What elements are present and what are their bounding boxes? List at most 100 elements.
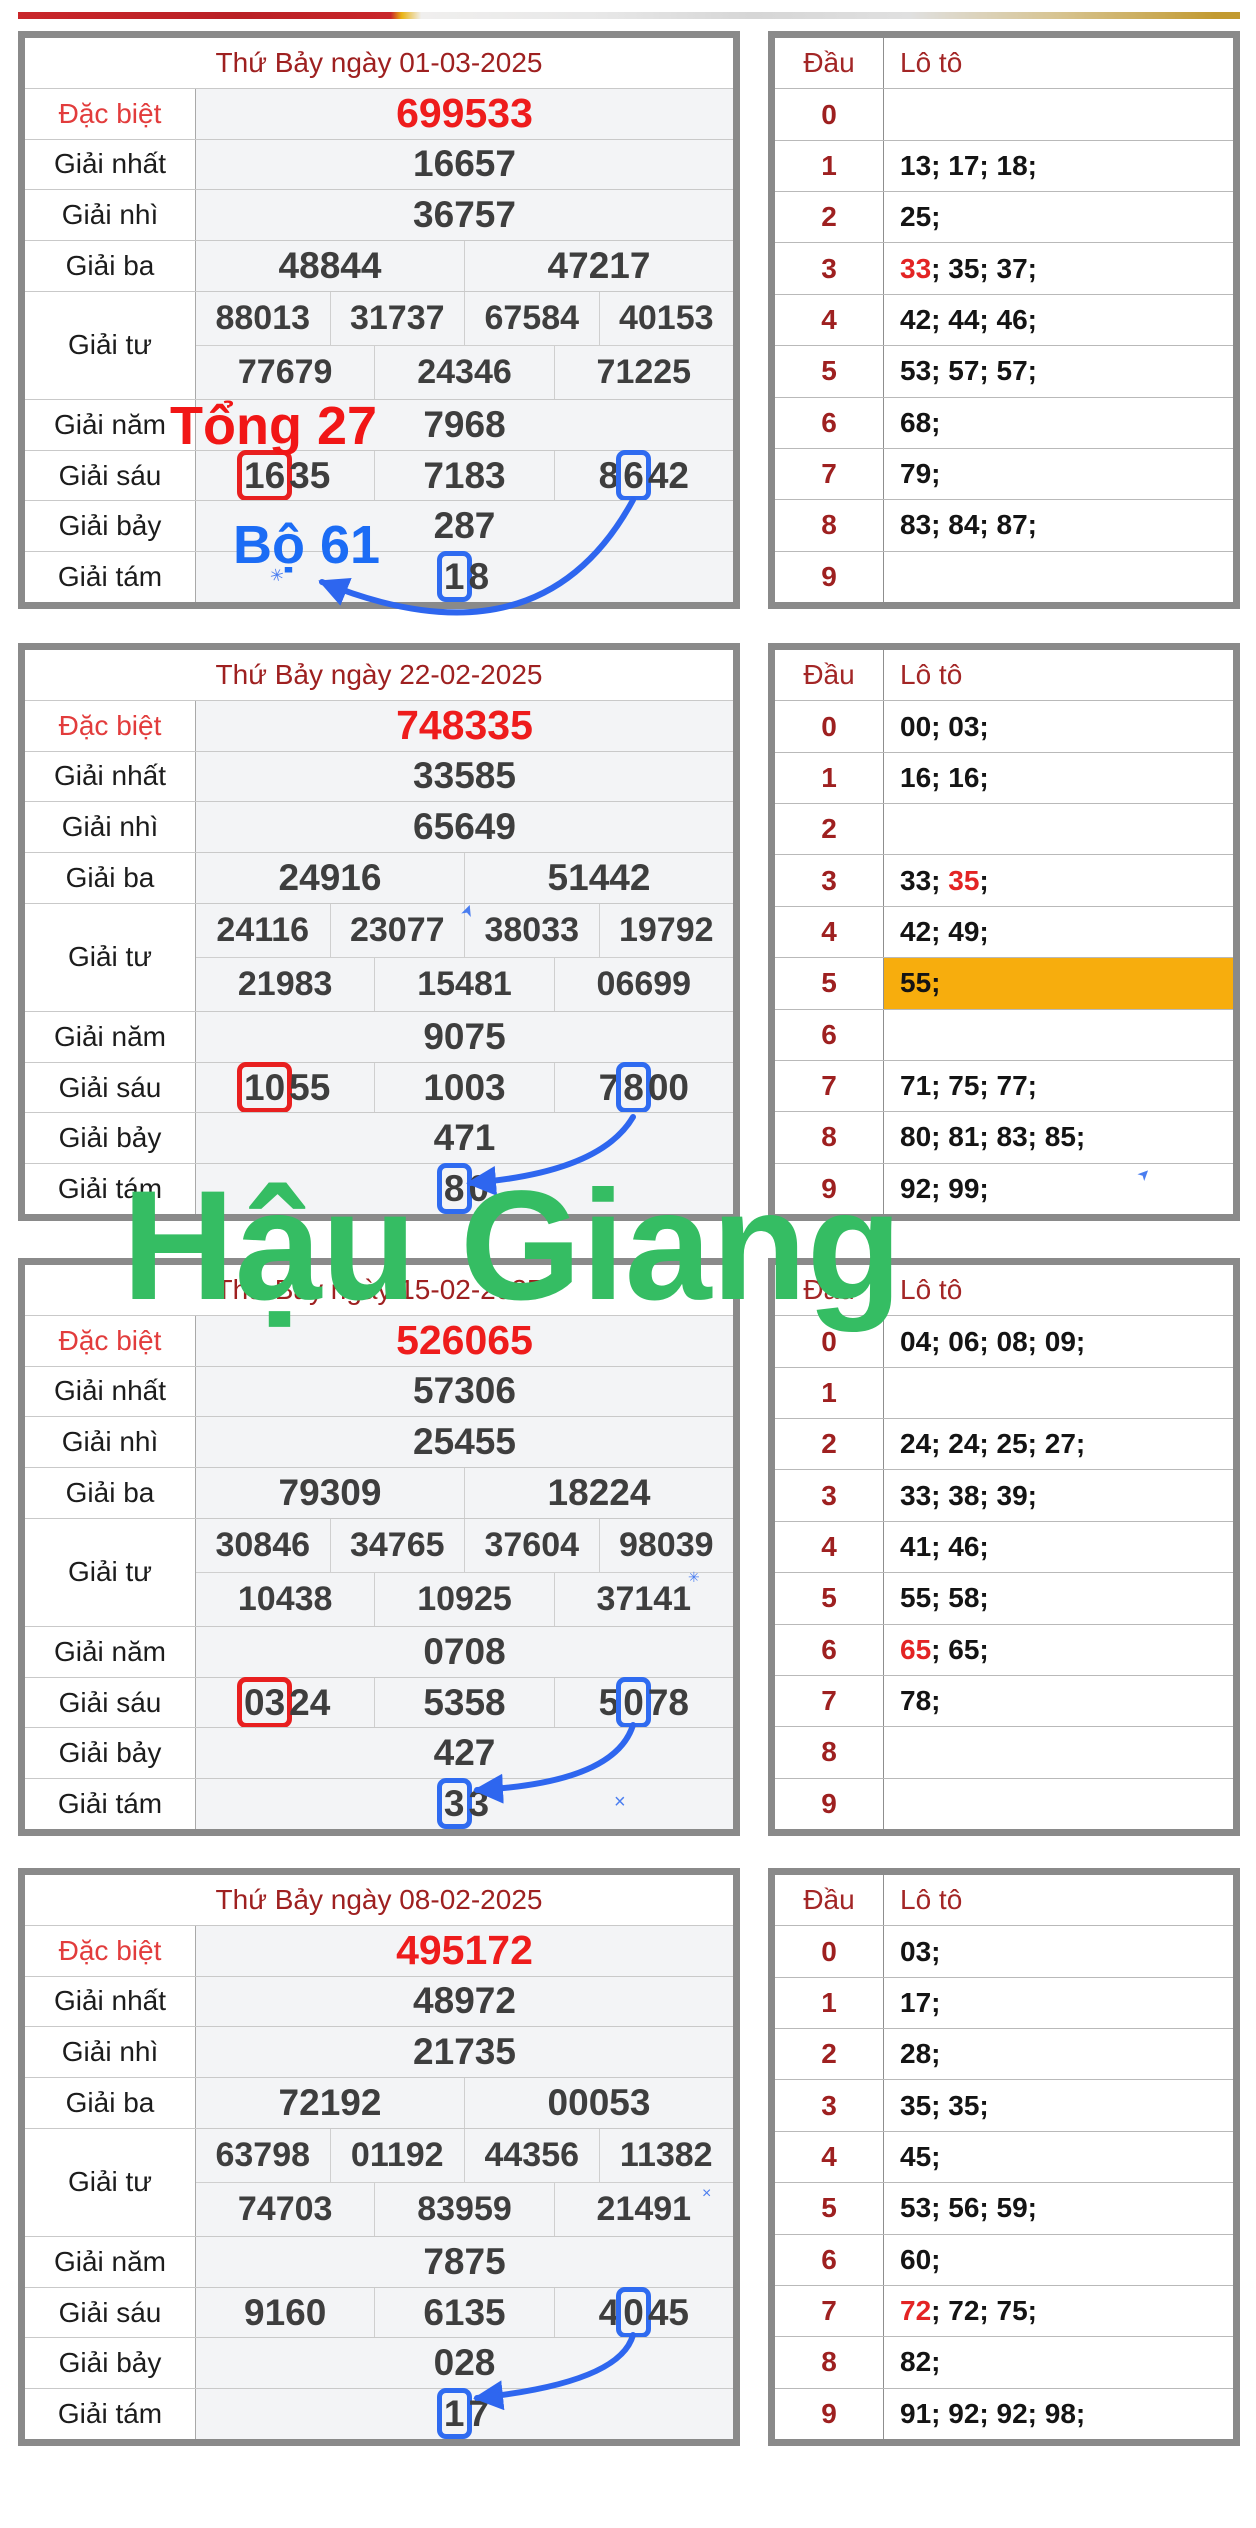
dau-digit: 1	[775, 1977, 884, 2029]
loto-header-loto: Lô tô	[900, 659, 963, 691]
digit-text: 00	[647, 1066, 689, 1108]
dau-digit: 1	[775, 752, 884, 804]
dau-digit: 4	[775, 2131, 884, 2183]
result-header-row: Thứ Bảy ngày 08-02-2025	[25, 1875, 733, 1925]
number-value: 00; 03;	[900, 711, 989, 743]
prize-label: Giải ba	[25, 241, 196, 291]
prize-row: Giải ba 48844 47217	[25, 240, 733, 291]
loto-table: Đầu Lô tô 0 1 13; 17; 18; 2 25; 3 33; 35; 37; 4 42…	[768, 31, 1240, 609]
prize-number-cell: 028	[196, 2338, 733, 2388]
number-value: 18224	[548, 1472, 651, 1514]
prize-values: 7875	[196, 2236, 733, 2287]
loto-values: 28;	[884, 2029, 1233, 2079]
number-value: 35; 35;	[900, 2090, 989, 2122]
number-value: 47217	[548, 245, 651, 287]
loto-row: 5 55; 58;	[775, 1572, 1233, 1624]
loto-values: 33; 35;	[884, 855, 1233, 905]
loto-row: 6 60;	[775, 2233, 1233, 2285]
prize-label: Giải nhất	[25, 139, 196, 190]
prize-row: Đặc biệt 699533	[25, 87, 733, 139]
prize-row: Giải nhất 57306	[25, 1365, 733, 1417]
prize-number-cell: 427	[196, 1728, 733, 1778]
number-value: 21983	[238, 965, 333, 1004]
loto-values	[884, 1010, 1233, 1060]
digit-text: 16; 16;	[900, 761, 989, 793]
digit-text: 19792	[618, 910, 714, 949]
loto-table: Đầu Lô tô 0 00; 03; 1 16; 16; 2 3 33; 35; 4 42; 49…	[768, 643, 1240, 1221]
loto-row: 5 53; 56; 59;	[775, 2182, 1233, 2234]
blue-highlight-box: 0	[616, 2286, 651, 2338]
prize-label: Giải ba	[25, 1468, 196, 1518]
prize-number-cell: 10925	[374, 1572, 553, 1626]
prize-subrow: 63798 01192 44356 11382	[196, 2128, 734, 2182]
prize-number-cell: 8 6 42	[553, 449, 733, 501]
dau-digit: 3	[775, 1470, 884, 1521]
number-value: 40153	[619, 299, 714, 338]
loto-row: 1 17;	[775, 1976, 1233, 2029]
digit-text: 68;	[900, 406, 941, 438]
loto-values: 03;	[884, 1926, 1233, 1976]
prize-number-cell: 74703	[196, 2183, 374, 2236]
digit-text: 8	[598, 454, 620, 496]
prize-number-cell: 5358	[374, 1677, 553, 1728]
number-value: 01192	[351, 2136, 444, 2175]
prize-row: Giải bảy 471	[25, 1112, 733, 1164]
prize-row: Giải ba 24916 51442	[25, 852, 733, 903]
digit-text: 79309	[278, 1472, 382, 1514]
prize-values: 57306	[196, 1366, 733, 1417]
number-value: 1003	[423, 1067, 505, 1109]
number-value: 55; 58;	[900, 1582, 989, 1614]
prize-number-cell: 11382	[598, 2128, 734, 2182]
prize-values: 88013 31737 67584 40153 77679 24346 71225	[196, 291, 733, 399]
prize-number-cell: 34765	[329, 1518, 465, 1572]
loto-values: 00; 03;	[884, 701, 1233, 751]
loto-values: 78;	[884, 1676, 1233, 1726]
loto-values: 16; 16;	[884, 753, 1233, 803]
digit-text: 65649	[413, 806, 516, 848]
watermark-hau-giang: Hậu Giang	[122, 1159, 903, 1333]
number-value: 91; 92; 92; 98;	[900, 2398, 1085, 2430]
digit-text: 79;	[900, 458, 941, 490]
loto-row: 5 53; 57; 57;	[775, 345, 1233, 397]
prize-label: Giải ba	[25, 853, 196, 903]
loto-row: 0 04; 06; 08; 09;	[775, 1315, 1233, 1367]
number-value: 9160	[244, 2292, 326, 2334]
digit-text: 35; 35;	[900, 2089, 989, 2121]
number-value: 7 8 00	[599, 1061, 689, 1113]
digit-text: 60;	[900, 2243, 941, 2275]
number-value: 37141	[597, 1580, 692, 1619]
dau-digit: 8	[775, 500, 884, 551]
loto-row: 6 68;	[775, 396, 1233, 448]
dau-digit: 2	[775, 1419, 884, 1470]
prize-label: Giải tư	[25, 2128, 196, 2236]
digit-text: 33;	[900, 864, 949, 896]
number-value: 80; 81; 83; 85;	[900, 1121, 1085, 1153]
number-value: 82;	[900, 2346, 940, 2378]
prize-row: Giải nhất 48972	[25, 1975, 733, 2027]
dau-digit: 3	[775, 2080, 884, 2131]
prize-number-cell: 495172	[196, 1926, 733, 1976]
loto-header-dau: Đầu	[775, 38, 884, 89]
loto-values	[884, 1727, 1233, 1777]
prize-row: Giải tám 1 7	[25, 2388, 733, 2440]
number-value: 88013	[215, 299, 310, 338]
digit-text: 53; 57; 57;	[900, 355, 1037, 387]
dau-digit: 0	[775, 1316, 884, 1367]
digit-text: 10438	[237, 1579, 333, 1618]
digit-text: 00; 03;	[900, 710, 989, 742]
digit-text: 7183	[423, 454, 506, 496]
number-value: 65649	[413, 806, 516, 848]
number-value: 699533	[396, 90, 533, 137]
prize-number-cell: 10 55	[196, 1061, 374, 1113]
digit-text: 21491	[596, 2189, 692, 2228]
prize-number-cell: 25455	[196, 1417, 733, 1467]
loto-values: 25;	[884, 192, 1233, 242]
result-table: Thứ Bảy ngày 15-02-2025 Đặc biệt 526065 Giả…	[18, 1258, 740, 1836]
digit-text: 47217	[547, 245, 651, 287]
prize-row: Giải nhì 65649	[25, 801, 733, 853]
prize-row: Giải sáu 10 55 1003 7 8 00	[25, 1061, 733, 1113]
digit-text: 30846	[215, 1525, 311, 1564]
loto-row: 4 42; 49;	[775, 905, 1233, 958]
